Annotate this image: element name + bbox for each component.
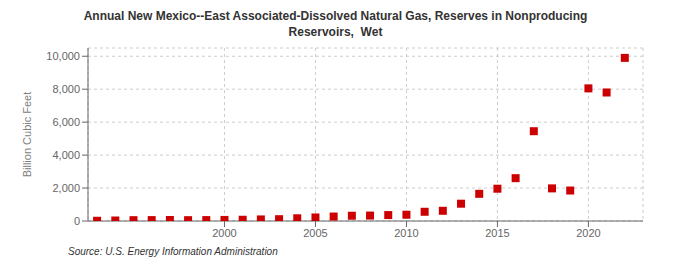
svg-text:Billion Cubic Feet: Billion Cubic Feet (21, 92, 33, 178)
svg-text:10,000: 10,000 (46, 50, 80, 62)
svg-text:2015: 2015 (485, 227, 509, 239)
svg-text:2,000: 2,000 (52, 182, 80, 194)
svg-text:2000: 2000 (212, 227, 236, 239)
svg-text:2010: 2010 (394, 227, 418, 239)
svg-text:2005: 2005 (303, 227, 327, 239)
svg-text:4,000: 4,000 (52, 149, 80, 161)
html-text:Annual New Mexico--East Associ: Annual New Mexico--East Associated-Disso… (83, 9, 588, 39)
svg-text:6,000: 6,000 (52, 116, 80, 128)
svg-text:2020: 2020 (576, 227, 600, 239)
html-text:Source: U.S. Energy Informatio: Source: U.S. Energy Information Administ… (68, 246, 278, 257)
svg-text:8,000: 8,000 (52, 83, 80, 95)
svg-text:0: 0 (74, 215, 80, 227)
